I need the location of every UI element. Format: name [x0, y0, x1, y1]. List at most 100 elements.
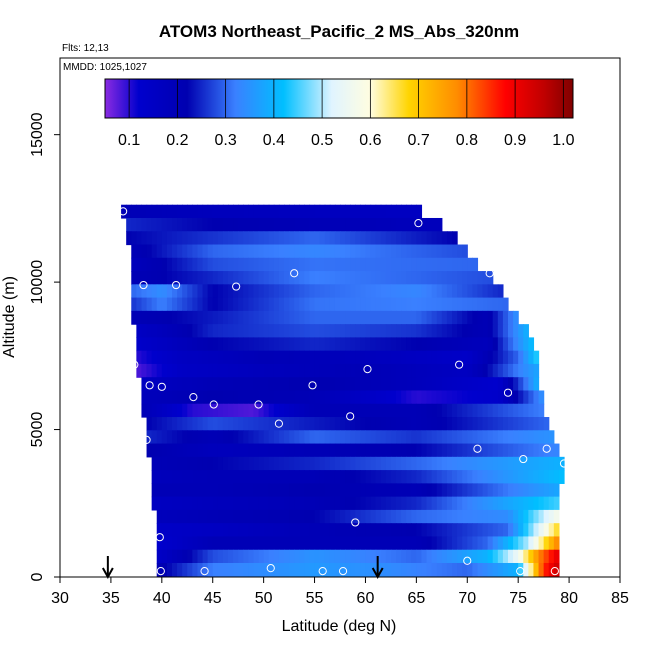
heat-cell: [263, 337, 270, 352]
heat-cell: [406, 417, 412, 431]
heat-cell: [146, 443, 153, 458]
heat-cell: [172, 310, 178, 325]
heat-cell: [467, 430, 473, 445]
heat-cell: [248, 562, 255, 577]
heat-cell: [401, 523, 407, 538]
heat-cell: [375, 403, 382, 418]
heat-cell: [334, 456, 341, 471]
heat-cell: [426, 271, 433, 285]
sample-point: [516, 567, 525, 576]
heat-cell: [284, 549, 290, 564]
heat-cell: [166, 363, 173, 378]
heat-cell: [421, 324, 428, 338]
heat-cell: [452, 562, 458, 577]
heat-cell: [390, 562, 397, 577]
heat-cell: [538, 562, 545, 577]
heat-cell: [299, 470, 305, 484]
heat-cell: [253, 443, 260, 458]
heat-cell: [146, 377, 153, 392]
heat-cell: [355, 509, 361, 524]
heat-cell: [482, 377, 489, 392]
heat-cell: [533, 377, 540, 392]
heat-cell: [350, 536, 356, 551]
heat-cell: [421, 337, 428, 352]
heat-cell: [161, 363, 168, 378]
heat-cell: [426, 496, 433, 511]
heat-cell: [212, 217, 219, 232]
heat-cell: [278, 271, 285, 285]
heat-cell: [401, 377, 407, 392]
heat-cell: [156, 244, 163, 259]
heat-cell: [166, 217, 173, 232]
heat-cell: [238, 430, 244, 445]
heat-cell: [446, 403, 453, 418]
heat-cell: [289, 297, 295, 312]
heat-cell: [294, 363, 300, 378]
heat-cell: [401, 562, 407, 577]
heat-cell: [207, 324, 214, 338]
heat-cell: [324, 562, 331, 577]
heat-cell: [136, 231, 143, 246]
heat-cell: [248, 523, 255, 538]
heat-cell: [248, 297, 255, 312]
heat-cell: [284, 562, 290, 577]
heat-cell: [533, 417, 540, 431]
heat-cell: [345, 204, 351, 219]
heat-cell: [390, 257, 397, 272]
heat-cell: [411, 509, 417, 524]
heat-cell: [289, 284, 295, 299]
heat-cell: [365, 456, 372, 471]
heat-band: [141, 403, 545, 418]
heat-cell: [304, 509, 311, 524]
heat-cell: [401, 403, 407, 418]
heat-cell: [365, 496, 372, 511]
heat-cell: [202, 509, 209, 524]
heat-cell: [192, 483, 199, 498]
heat-cell: [523, 430, 529, 445]
heat-cell: [370, 536, 377, 551]
heat-cell: [518, 324, 524, 338]
heat-cell: [385, 204, 392, 219]
heat-cell: [538, 456, 545, 471]
heat-cell: [477, 430, 484, 445]
heat-cell: [441, 284, 448, 299]
heat-cell: [390, 363, 397, 378]
heat-cell: [228, 244, 234, 259]
heat-cell: [207, 523, 214, 538]
heat-cell: [406, 443, 412, 458]
heat-cell: [172, 204, 178, 219]
heat-cell: [309, 377, 316, 392]
heat-cell: [146, 284, 153, 299]
heat-cell: [462, 509, 468, 524]
heat-cell: [273, 271, 280, 285]
heat-cell: [278, 324, 285, 338]
heat-cell: [228, 417, 234, 431]
sample-point: [290, 269, 299, 278]
heat-cell: [411, 350, 417, 365]
heat-cell: [258, 217, 265, 232]
heat-cell: [212, 297, 219, 312]
heat-cell: [426, 549, 433, 564]
heat-cell: [253, 470, 260, 484]
heat-cell: [299, 430, 305, 445]
heat-cell: [177, 297, 183, 312]
heat-cell: [492, 337, 499, 352]
heat-cell: [406, 337, 412, 352]
heat-cell: [508, 417, 514, 431]
heat-cell: [268, 204, 275, 219]
heat-cell: [355, 271, 361, 285]
heat-cell: [172, 217, 178, 232]
heat-cell: [355, 443, 361, 458]
heat-cell: [518, 523, 524, 538]
heat-cell: [385, 470, 392, 484]
heat-cell: [151, 310, 158, 325]
heat-cell: [238, 456, 244, 471]
heat-cell: [258, 244, 265, 259]
heat-cell: [426, 403, 433, 418]
heat-cell: [350, 310, 356, 325]
heat-cell: [497, 523, 504, 538]
heat-cell: [202, 324, 209, 338]
heat-cell: [207, 244, 214, 259]
heat-cell: [192, 443, 199, 458]
heat-cell: [284, 257, 290, 272]
